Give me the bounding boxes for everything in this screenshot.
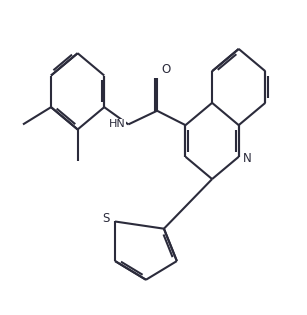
Text: HN: HN xyxy=(109,119,126,129)
Text: S: S xyxy=(102,212,110,225)
Text: N: N xyxy=(243,152,252,165)
Text: O: O xyxy=(161,63,171,76)
